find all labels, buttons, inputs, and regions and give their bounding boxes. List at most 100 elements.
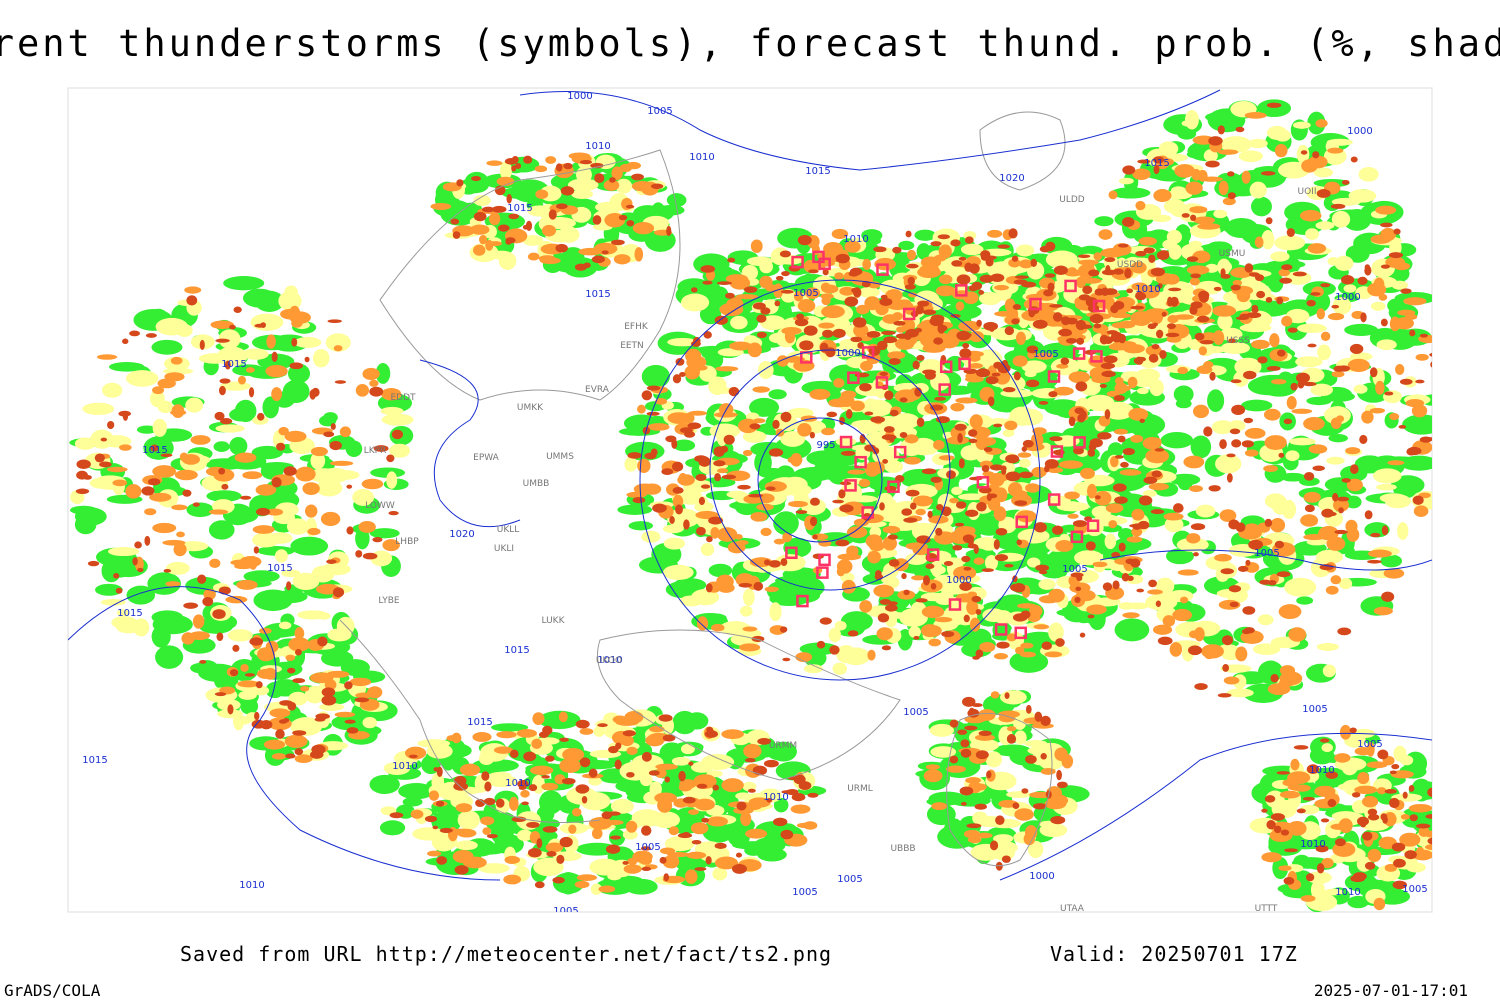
shade-blob [289, 362, 304, 370]
shade-blob [1353, 384, 1368, 394]
isobar-labels: 1000100510101010101510201015100010151010… [82, 91, 1427, 912]
shade-blob [232, 644, 240, 652]
shade-blob [74, 437, 96, 450]
shade-blob [511, 816, 527, 823]
shade-blob [115, 587, 123, 594]
shade-blob [372, 536, 383, 543]
shade-blob [1381, 525, 1389, 536]
shade-blob [532, 712, 545, 726]
isobar-label: 1010 [1335, 887, 1360, 898]
shade-blob [254, 323, 266, 328]
shade-blob [747, 342, 762, 358]
shade-blob [686, 851, 707, 859]
shade-blob [1047, 282, 1055, 292]
shade-blob [1171, 186, 1187, 195]
shade-blob [311, 744, 326, 755]
shade-blob [877, 340, 888, 351]
shade-blob [213, 441, 230, 452]
shade-blob [257, 647, 275, 662]
shade-blob [763, 759, 779, 768]
shade-blob [1181, 213, 1190, 218]
shade-blob [523, 155, 533, 164]
shade-blob [740, 811, 752, 827]
shade-blob [1185, 110, 1199, 130]
shade-blob [242, 471, 263, 480]
shade-blob [1020, 642, 1034, 649]
shade-blob [1284, 848, 1298, 853]
shade-blob [1075, 589, 1096, 602]
shade-blob [155, 645, 184, 669]
shade-blob [682, 796, 696, 804]
shade-blob [993, 744, 1031, 757]
storm-symbol [902, 307, 916, 321]
isobar-label: 1015 [585, 289, 610, 300]
shade-blob [1145, 448, 1169, 464]
shade-blob [849, 267, 863, 276]
shade-blob [750, 511, 768, 522]
shade-blob [1264, 795, 1276, 803]
shade-blob [1231, 404, 1246, 416]
shade-blob [983, 446, 993, 453]
shade-blob [684, 869, 698, 884]
station-label: UKOO [596, 656, 622, 666]
shade-blob [912, 360, 920, 370]
shade-blob [1391, 842, 1406, 852]
shade-blob [1098, 229, 1113, 240]
storm-symbol [1070, 530, 1084, 544]
shade-blob [944, 536, 958, 542]
shade-blob [160, 453, 173, 458]
shade-blob [1157, 283, 1163, 289]
shade-blob [1048, 622, 1064, 642]
shade-blob [1217, 313, 1233, 330]
shade-blob [289, 311, 311, 324]
shade-blob [922, 369, 936, 375]
shade-blob [521, 801, 529, 806]
shade-blob [576, 874, 598, 882]
credit: GrADS/COLA [4, 981, 101, 1000]
shade-blob [862, 258, 872, 271]
shade-blob [1108, 520, 1118, 529]
storm-symbol [994, 623, 1008, 636]
shade-blob [625, 204, 635, 209]
shade-blob [949, 719, 959, 728]
shade-blob [1122, 448, 1135, 456]
shade-blob [1204, 651, 1215, 660]
shade-blob [877, 613, 890, 623]
shade-blob [860, 360, 873, 372]
shade-blob [455, 840, 478, 851]
shade-blob [993, 539, 1000, 550]
shade-blob [1230, 379, 1242, 384]
shade-blob [959, 786, 974, 796]
shade-blob [1033, 624, 1050, 630]
shade-blob [1286, 395, 1297, 410]
shade-blob [698, 496, 706, 506]
shade-blob [1220, 342, 1250, 354]
shade-blob [967, 543, 978, 549]
shade-blob [588, 794, 603, 806]
shade-blob [1001, 359, 1009, 369]
shade-blob [987, 396, 995, 407]
shade-blob [861, 280, 871, 288]
shade-blob [982, 471, 995, 477]
shade-blob [624, 711, 644, 724]
shade-blob [1235, 126, 1245, 133]
shade-blob [256, 668, 276, 679]
shade-blob [589, 858, 621, 876]
shade-blob [250, 313, 284, 331]
shade-blob [841, 647, 871, 666]
shade-blob [1370, 532, 1381, 538]
shade-blob [648, 770, 660, 776]
shade-blob [780, 829, 794, 840]
shade-blob [712, 867, 728, 881]
station-label: URML [847, 784, 873, 794]
shade-blob [478, 752, 495, 766]
shade-blob [1315, 549, 1344, 564]
shade-blob [839, 416, 845, 425]
shade-blob [1130, 434, 1144, 443]
shade-blob [321, 563, 351, 576]
shade-blob [1366, 761, 1388, 769]
shade-blob [426, 743, 453, 759]
shade-blob [494, 185, 506, 196]
shade-blob [904, 434, 919, 444]
shade-blob [1105, 264, 1111, 275]
